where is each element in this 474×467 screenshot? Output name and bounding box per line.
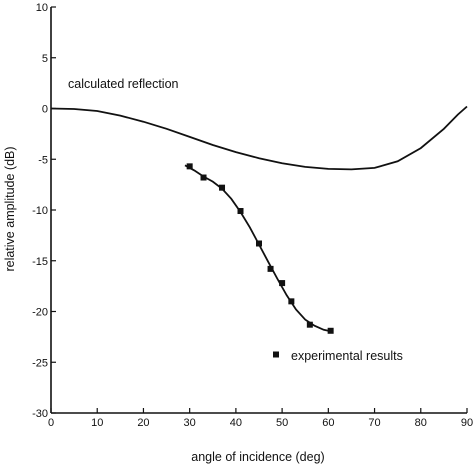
experimental-point: [267, 265, 274, 272]
x-tick-label: 70: [368, 417, 380, 429]
experimental-point: [237, 208, 244, 215]
experimental-point: [279, 280, 286, 287]
x-axis-title: angle of incidence (deg): [191, 450, 324, 464]
experimental-point: [200, 174, 207, 181]
y-tick-label: -20: [32, 307, 48, 319]
y-tick-label: -5: [38, 154, 48, 166]
y-tick-label: -15: [32, 256, 48, 268]
calculated-reflection-label: calculated reflection: [68, 77, 179, 91]
x-tick-label: 80: [415, 417, 427, 429]
x-tick-label: 90: [461, 417, 473, 429]
x-tick-label: 50: [276, 417, 288, 429]
experimental-markers: [186, 163, 334, 334]
y-tick-label: 0: [42, 104, 48, 116]
x-tick-label: 40: [230, 417, 242, 429]
series: [50, 105, 468, 333]
y-tick-label: -25: [32, 357, 48, 369]
y-tick-label: 10: [36, 2, 48, 14]
axes: [50, 7, 467, 414]
x-tick-label: 30: [184, 417, 196, 429]
x-tick-label: 60: [322, 417, 334, 429]
y-tick-label: -30: [32, 408, 48, 420]
experimental-legend-marker: [273, 351, 279, 358]
experimental-point: [186, 163, 193, 170]
experimental-point: [219, 184, 226, 191]
x-tick-label: 0: [48, 417, 54, 429]
calculated-reflection-line: [50, 105, 468, 171]
experimental-results-line: [184, 164, 334, 333]
experimental-point: [288, 298, 295, 305]
y-tick-label: -10: [32, 205, 48, 217]
y-axis-title: relative amplitude (dB): [3, 146, 17, 271]
experimental-point: [327, 327, 334, 334]
experimental-point: [256, 240, 262, 247]
y-tick-label: 5: [42, 53, 48, 65]
x-tick-label: 20: [137, 417, 149, 429]
x-tick-label: 10: [91, 417, 103, 429]
experimental-results-label: experimental results: [291, 349, 403, 363]
experimental-point: [306, 321, 313, 328]
